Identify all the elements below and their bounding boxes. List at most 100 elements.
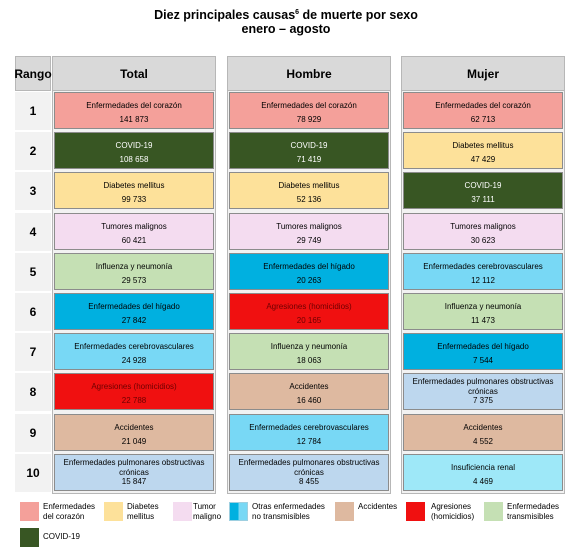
cause-value: 12 784 — [296, 436, 322, 446]
cause-value: 12 112 — [471, 275, 495, 285]
cause-value: 37 111 — [471, 195, 495, 205]
cause-name: Tumores malignos — [101, 221, 167, 231]
male-cause-cell: Accidentes 16 460 — [229, 373, 389, 411]
female-cause-cell: Tumores malignos 30 623 — [403, 212, 563, 250]
male-cause-cell: Tumores malignos 29 749 — [229, 212, 389, 250]
total-cause-cell: Diabetes mellitus 99 733 — [54, 172, 214, 210]
female-cause-cell: Insuficiencia renal 4 469 — [403, 453, 563, 491]
male-cause-cell: COVID-19 71 419 — [229, 132, 389, 170]
female-cause-cell: Influenza y neumonía 11 473 — [403, 293, 563, 330]
cause-name: Enfermedades del corazón — [261, 101, 357, 110]
cause-name: Enfermedades pulmonares obstructivas cró… — [238, 457, 380, 477]
legend-label: Otras enfermedades no transmisibles — [252, 502, 325, 521]
male-header: Hombre — [227, 56, 391, 91]
legend-label: Tumor maligno — [193, 502, 222, 521]
male-cause-cell: Enfermedades del corazón 78 929 — [229, 92, 389, 129]
cause-value: 60 421 — [121, 235, 147, 245]
cause-value: 4 552 — [472, 436, 494, 446]
cause-name: Enfermedades pulmonares obstructivas cró… — [63, 457, 205, 477]
cause-value: 18 063 — [296, 356, 322, 366]
cause-name: Agresiones (homicidios) — [91, 382, 177, 392]
rank-cell: 9 — [15, 413, 51, 452]
cause-value: 4 469 — [472, 476, 494, 486]
cause-value: 52 136 — [296, 195, 322, 205]
total-cause-cell: Agresiones (homicidios) 22 788 — [54, 373, 214, 411]
cause-value: 30 623 — [470, 235, 496, 245]
chart-title: Diez principales causas6 de muerte por s… — [154, 8, 418, 22]
rank-cell: 2 — [15, 132, 51, 171]
cause-value: 16 460 — [296, 396, 322, 406]
total-cause-cell: Tumores malignos 60 421 — [54, 212, 214, 250]
legend-swatch — [406, 502, 425, 521]
cause-name: Tumores malignos — [276, 221, 342, 231]
total-cause-cell: COVID-19 108 658 — [54, 132, 214, 170]
male-cause-cell: Diabetes mellitus 52 136 — [229, 172, 389, 210]
cause-value: 7 544 — [472, 356, 494, 366]
legend-label: COVID-19 — [43, 532, 80, 541]
cause-value: 15 847 — [121, 476, 147, 486]
cause-value: 11 473 — [471, 316, 495, 325]
cause-value: 29 573 — [121, 275, 147, 285]
cause-name: Enfermedades del hígado — [263, 261, 355, 271]
rank-cell: 4 — [15, 212, 51, 251]
female-header: Mujer — [401, 56, 565, 91]
legend-swatch — [104, 502, 123, 521]
rank-cell: 1 — [15, 92, 51, 130]
legend-swatch — [229, 502, 248, 521]
cause-name: Influenza y neumonía — [95, 261, 173, 271]
total-cause-cell: Enfermedades del corazón 141 873 — [54, 92, 214, 129]
cause-value: 20 165 — [296, 316, 322, 325]
cause-name: Accidentes — [289, 382, 329, 392]
cause-name: COVID-19 — [464, 181, 502, 191]
cause-value: 78 929 — [296, 115, 322, 124]
rank-header: Rango — [14, 56, 52, 91]
total-cause-cell: Enfermedades pulmonares obstructivas cró… — [54, 453, 214, 491]
female-cause-cell: Enfermedades cerebrovasculares 12 112 — [403, 252, 563, 290]
legend-swatch — [335, 502, 354, 521]
cause-name: Enfermedades del hígado — [88, 302, 180, 311]
cause-name: Enfermedades cerebrovasculares — [423, 261, 543, 271]
cause-name: COVID-19 — [290, 141, 328, 151]
rank-cell: 7 — [15, 333, 51, 372]
female-cause-cell: Diabetes mellitus 47 429 — [403, 132, 563, 170]
female-cause-cell: Accidentes 4 552 — [403, 413, 563, 451]
rank-cell: 3 — [15, 172, 51, 211]
cause-value: 7 375 — [472, 396, 494, 406]
legend-label: Agresiones (homicidios) — [431, 502, 475, 521]
total-cause-cell: Enfermedades del hígado 27 842 — [54, 293, 214, 330]
cause-value: 108 658 — [119, 155, 149, 165]
legend-label: Diabetes mellitus — [127, 502, 159, 521]
cause-value: 20 263 — [296, 275, 322, 285]
cause-name: Diabetes mellitus — [103, 181, 165, 191]
legend-label: Accidentes — [358, 502, 398, 511]
cause-value: 8 455 — [298, 476, 320, 486]
female-cause-cell: Enfermedades del corazón 62 713 — [403, 92, 563, 129]
cause-value: 62 713 — [470, 115, 496, 124]
cause-name: Agresiones (homicidios) — [266, 302, 352, 311]
cause-value: 99 733 — [121, 195, 147, 205]
cause-name: Accidentes — [114, 422, 154, 432]
cause-name: Enfermedades cerebrovasculares — [74, 342, 194, 352]
legend-swatch — [20, 528, 39, 547]
total-header: Total — [52, 56, 216, 91]
cause-name: Insuficiencia renal — [450, 462, 516, 472]
male-cause-cell: Enfermedades pulmonares obstructivas cró… — [229, 453, 389, 491]
cause-name: Enfermedades cerebrovasculares — [249, 422, 369, 432]
cause-name: Enfermedades del corazón — [86, 101, 182, 110]
rank-cell: 10 — [15, 453, 51, 492]
legend-label: Enfermedades transmisibles — [507, 502, 560, 521]
cause-name: Enfermedades del hígado — [437, 342, 529, 352]
rank-cell: 5 — [15, 252, 51, 291]
legend-label: Enfermedades del corazón — [43, 502, 96, 521]
rank-cell: 6 — [15, 293, 51, 331]
cause-name: Influenza y neumonía — [444, 302, 522, 311]
male-cause-cell: Influenza y neumonía 18 063 — [229, 333, 389, 371]
cause-value: 71 419 — [296, 155, 322, 165]
cause-value: 22 788 — [121, 396, 147, 406]
chart-period: enero – agosto — [241, 22, 331, 36]
cause-name: Tumores malignos — [450, 221, 516, 231]
cause-name: Influenza y neumonía — [270, 342, 348, 352]
cause-name: Diabetes mellitus — [452, 141, 514, 151]
cause-name: Diabetes mellitus — [278, 181, 340, 191]
cause-value: 29 749 — [296, 235, 322, 245]
